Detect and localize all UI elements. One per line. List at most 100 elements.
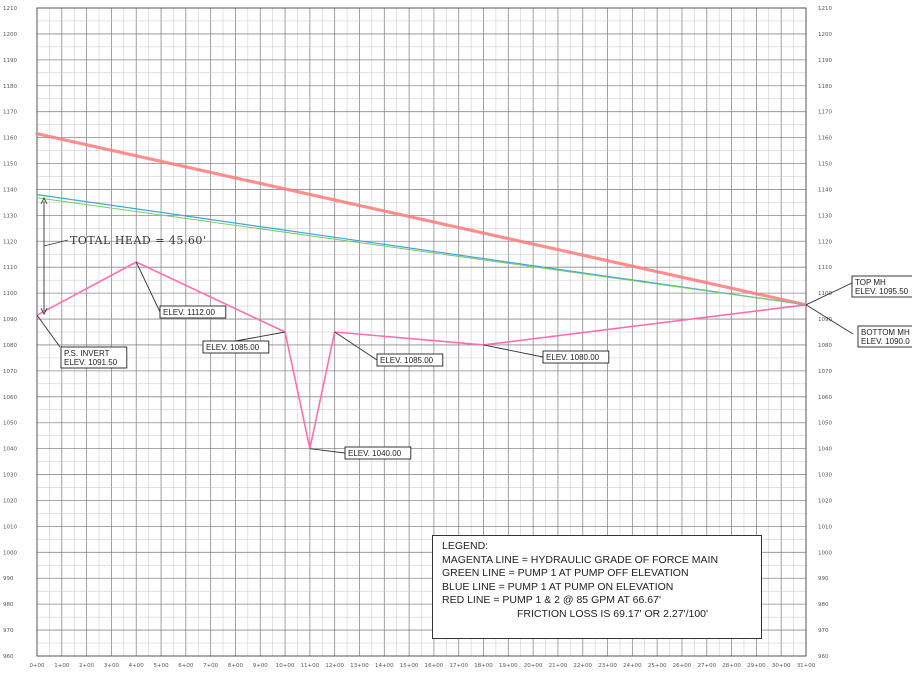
x-tick-label: 17+00 xyxy=(449,663,468,669)
x-tick-label: 23+00 xyxy=(598,663,617,669)
y-tick-label: 990 xyxy=(3,576,14,582)
y-tick-label: 1120 xyxy=(3,239,17,245)
label-elev1085b-box xyxy=(376,353,444,367)
plot-frame xyxy=(36,7,807,657)
label-bottom-mh-box xyxy=(857,325,912,348)
x-tick-label: 19+00 xyxy=(499,663,518,669)
y-tick-label: 1030 xyxy=(3,473,17,479)
legend-box: LEGEND: MAGENTA LINE = HYDRAULIC GRADE O… xyxy=(432,535,762,639)
x-tick-label: 15+00 xyxy=(400,663,419,669)
label-bottom-mh-text: BOTTOM MH xyxy=(861,328,910,337)
y-tick-label: 1000 xyxy=(3,550,17,556)
y-tick-label: 1040 xyxy=(3,447,17,453)
x-tick-label: 3+00 xyxy=(104,663,120,669)
label-elev1080-box xyxy=(542,350,610,364)
y-tick-label: 1210 xyxy=(818,6,832,12)
x-tick-label: 10+00 xyxy=(276,663,295,669)
y-tick-label: 980 xyxy=(3,602,14,608)
legend-friction-entry: FRICTION LOSS IS 69.17' OR 2.27'/100' xyxy=(517,607,709,620)
y-tick-label: 1150 xyxy=(3,162,17,168)
y-tick-label: 1190 xyxy=(818,58,832,64)
y-tick-label: 1020 xyxy=(818,498,832,504)
x-tick-label: 1+00 xyxy=(54,663,70,669)
label-elev1085b-text: ELEV. 1085.00 xyxy=(380,356,434,365)
label-top-mh-box xyxy=(851,275,912,298)
y-tick-label: 1050 xyxy=(818,421,832,427)
label-top-mh-text: TOP MH xyxy=(855,278,886,287)
y-tick-label: 1200 xyxy=(818,32,832,38)
y-tick-label: 1060 xyxy=(3,395,17,401)
y-tick-label: 1180 xyxy=(818,84,832,90)
x-tick-label: 22+00 xyxy=(573,663,592,669)
x-tick-label: 16+00 xyxy=(425,663,444,669)
label-ps-invert-text: ELEV. 1091.50 xyxy=(64,358,118,367)
y-tick-label: 1100 xyxy=(818,291,832,297)
y-tick-label: 1130 xyxy=(3,213,17,219)
y-tick-label: 1080 xyxy=(818,343,832,349)
leader-bottom-mh xyxy=(805,304,854,335)
x-tick-label: 27+00 xyxy=(697,663,716,669)
legend-magenta-entry: MAGENTA LINE = HYDRAULIC GRADE OF FORCE … xyxy=(442,553,719,566)
y-tick-label: 1010 xyxy=(818,524,832,530)
x-tick-label: 24+00 xyxy=(623,663,642,669)
y-tick-label: 1170 xyxy=(818,110,832,116)
label-elev1112-box xyxy=(159,305,227,319)
leader-elev1080 xyxy=(483,344,544,358)
y-tick-label: 960 xyxy=(818,654,829,660)
y-tick-label: 1060 xyxy=(818,395,832,401)
arrowhead-down-icon xyxy=(40,307,48,316)
series-line-blue xyxy=(36,194,807,306)
y-tick-label: 970 xyxy=(3,628,14,634)
y-tick-label: 980 xyxy=(818,602,829,608)
leader-elev1085b xyxy=(334,331,378,361)
y-tick-label: 1170 xyxy=(3,110,17,116)
x-tick-label: 0+00 xyxy=(29,663,45,669)
y-tick-label: 1120 xyxy=(818,239,832,245)
y-tick-label: 1210 xyxy=(3,6,17,12)
y-tick-label: 1070 xyxy=(3,369,17,375)
y-tick-label: 970 xyxy=(818,628,829,634)
y-tick-label: 1130 xyxy=(818,213,832,219)
x-tick-label: 9+00 xyxy=(253,663,269,669)
y-tick-label: 1050 xyxy=(3,421,17,427)
arrowhead-up-icon xyxy=(40,196,48,205)
x-tick-label: 31+00 xyxy=(797,663,816,669)
y-tick-label: 1190 xyxy=(3,58,17,64)
leader-elev1040 xyxy=(309,448,346,454)
label-ps-invert-box xyxy=(60,346,128,369)
y-tick-label: 1140 xyxy=(818,187,832,193)
y-tick-label: 1030 xyxy=(818,473,832,479)
legend-blue-entry: BLUE LINE = PUMP 1 AT PUMP ON ELEVATION xyxy=(442,580,674,593)
series-line-red xyxy=(35,132,808,307)
x-tick-label: 6+00 xyxy=(178,663,194,669)
x-tick-label: 28+00 xyxy=(722,663,741,669)
x-tick-label: 5+00 xyxy=(153,663,169,669)
x-tick-label: 11+00 xyxy=(301,663,320,669)
y-tick-label: 1160 xyxy=(818,136,832,142)
y-tick-label: 1080 xyxy=(3,343,17,349)
y-tick-label: 990 xyxy=(818,576,829,582)
y-tick-label: 1150 xyxy=(818,162,832,168)
x-tick-label: 7+00 xyxy=(203,663,219,669)
y-axis-left: 960 970 980 990 1000 1010 1020 1030 1040 1050 1060… xyxy=(3,6,17,660)
y-tick-label: 1200 xyxy=(3,32,17,38)
y-tick-label: 1140 xyxy=(3,187,17,193)
x-tick-label: 13+00 xyxy=(350,663,369,669)
label-top-mh-text: ELEV. 1095.50 xyxy=(855,287,909,296)
x-tick-label: 20+00 xyxy=(524,663,543,669)
x-tick-label: 8+00 xyxy=(228,663,244,669)
y-tick-label: 1000 xyxy=(818,550,832,556)
x-tick-label: 2+00 xyxy=(79,663,95,669)
y-tick-label: 1040 xyxy=(818,447,832,453)
legend-green-entry: GREEN LINE = PUMP 1 AT PUMP OFF ELEVATIO… xyxy=(442,567,689,579)
total-head-leader xyxy=(43,239,69,247)
leader-ps-invert xyxy=(36,314,61,348)
y-tick-label: 1110 xyxy=(3,265,17,271)
leader-top-mh xyxy=(805,282,853,306)
y-tick-label: 1180 xyxy=(3,84,17,90)
x-tick-label: 25+00 xyxy=(648,663,667,669)
y-tick-label: 1110 xyxy=(818,265,832,271)
x-tick-label: 4+00 xyxy=(129,663,145,669)
y-tick-label: 1090 xyxy=(818,317,832,323)
